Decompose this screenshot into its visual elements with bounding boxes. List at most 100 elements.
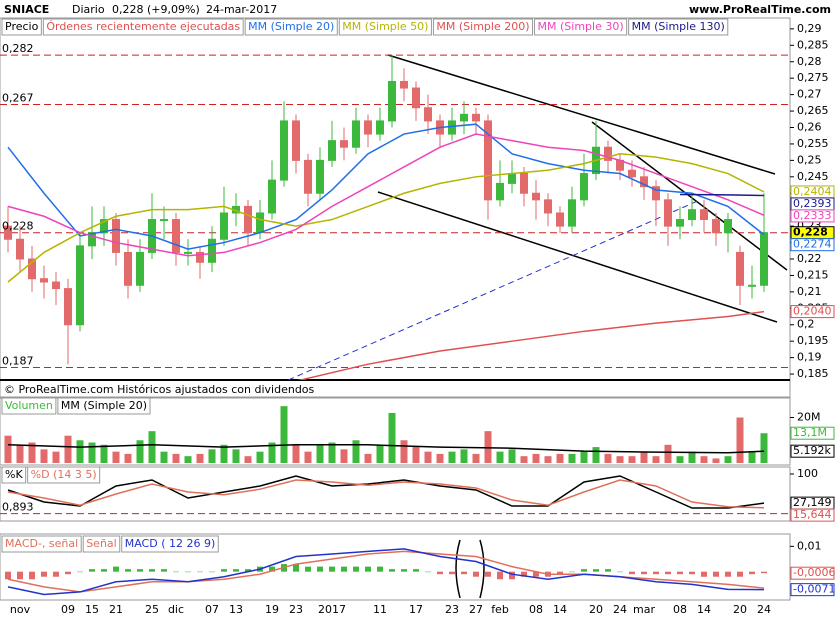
legend-item: MACD-, señal (5, 537, 78, 550)
volume-bar (124, 453, 132, 463)
level-label: 0,267 (2, 91, 34, 104)
legend-item: %D (14 3 5) (31, 468, 97, 481)
candle-body (424, 107, 432, 122)
legend-item: %K (5, 468, 23, 481)
histogram-bar (737, 571, 743, 577)
value-tag: 0,2040 (793, 305, 832, 318)
legend-box (1, 535, 82, 553)
x-tick-label: 24 (757, 603, 771, 616)
histogram-bar (329, 566, 335, 572)
legend-item: MM (Simple 200) (436, 20, 529, 33)
volume-bar (652, 456, 660, 463)
volume-bar (580, 451, 588, 463)
candle-body (52, 281, 60, 290)
candle-body (196, 251, 204, 263)
volume-bar (136, 440, 144, 463)
candle-body (28, 258, 36, 280)
stoch-frame (0, 466, 791, 522)
legend-item: MACD ( 12 26 9) (125, 537, 216, 550)
candle-body (712, 219, 720, 234)
candle-body (244, 205, 252, 234)
histogram-bar (221, 569, 227, 572)
histogram-bar (533, 571, 539, 577)
volume-bar (64, 435, 72, 463)
volume-bar (172, 453, 180, 463)
histogram-bar (701, 571, 707, 577)
volume-bar (100, 444, 108, 463)
volume-bar (676, 456, 684, 463)
quote: 0,228 (+9,09%) (112, 3, 200, 16)
volume-bar (40, 449, 48, 463)
legend-box (1, 397, 57, 415)
series-line (7, 479, 765, 509)
histogram-bar (461, 571, 467, 575)
volume-bar (352, 440, 360, 463)
volume-bar (700, 456, 708, 463)
legend-box (82, 535, 121, 553)
volume-bar (280, 406, 288, 463)
volume-bar (532, 453, 540, 463)
volume-bar (184, 456, 192, 463)
price-frame (0, 17, 791, 399)
histogram-bar (665, 571, 671, 575)
volume-bar (52, 451, 60, 463)
histogram-bar (233, 569, 239, 572)
period: Diario (72, 3, 105, 16)
value-tag-box (790, 508, 835, 522)
y-tick-label: 0,265 (797, 104, 829, 117)
volume-bar (220, 444, 228, 463)
histogram-bar (425, 571, 431, 573)
x-tick-label: 19 (265, 603, 279, 616)
histogram-bar (725, 571, 731, 577)
histogram-bar (269, 566, 275, 572)
site: www.ProRealTime.com (689, 3, 831, 16)
y-tick-label: 100 (797, 467, 818, 480)
value-tag: 15,644 (793, 508, 832, 521)
candle-body (724, 219, 732, 234)
histogram-bar (53, 571, 59, 577)
candle-body (112, 219, 120, 253)
volume-bar (376, 444, 384, 463)
series-line (7, 550, 765, 593)
candle-body (532, 192, 540, 201)
histogram-bar (173, 571, 179, 573)
volume-bar (16, 444, 24, 463)
histogram-bar (485, 571, 491, 577)
x-tick-label: 14 (697, 603, 711, 616)
volume-bar (640, 451, 648, 463)
candle-body (160, 219, 168, 222)
legend-box (628, 18, 729, 36)
candle-body (376, 120, 384, 135)
y-tick-label: 0,25 (797, 153, 822, 166)
candle-body (748, 284, 756, 287)
candle-body (136, 251, 144, 286)
candle-body (736, 251, 744, 286)
x-tick-label: 27 (469, 603, 483, 616)
value-tag: 0,228 (793, 226, 828, 239)
x-tick-label: mar (633, 603, 655, 616)
histogram-bar (629, 571, 635, 575)
volume-bar (688, 451, 696, 463)
volume-bar (208, 449, 216, 463)
candle-body (412, 87, 420, 109)
candle-body (604, 146, 612, 161)
candle-body (340, 140, 348, 148)
histogram-bar (41, 571, 47, 577)
y-tick-label: 0,27 (797, 88, 822, 101)
x-tick-label: feb (491, 603, 509, 616)
bracket (455, 539, 485, 599)
value-tag: 0,2274 (793, 238, 832, 251)
candle-body (568, 199, 576, 227)
y-tick-label: 0,245 (797, 170, 829, 183)
series-line (297, 310, 765, 380)
volume-bar (304, 451, 312, 463)
volume-bar (544, 456, 552, 463)
candle-body (640, 176, 648, 188)
histogram-bar (581, 569, 587, 572)
histogram-bar (65, 571, 71, 575)
candle-body (124, 251, 132, 286)
histogram-bar (617, 571, 623, 573)
volume-bar (712, 458, 720, 463)
volume-bar (556, 453, 564, 463)
volume-bar (472, 453, 480, 463)
